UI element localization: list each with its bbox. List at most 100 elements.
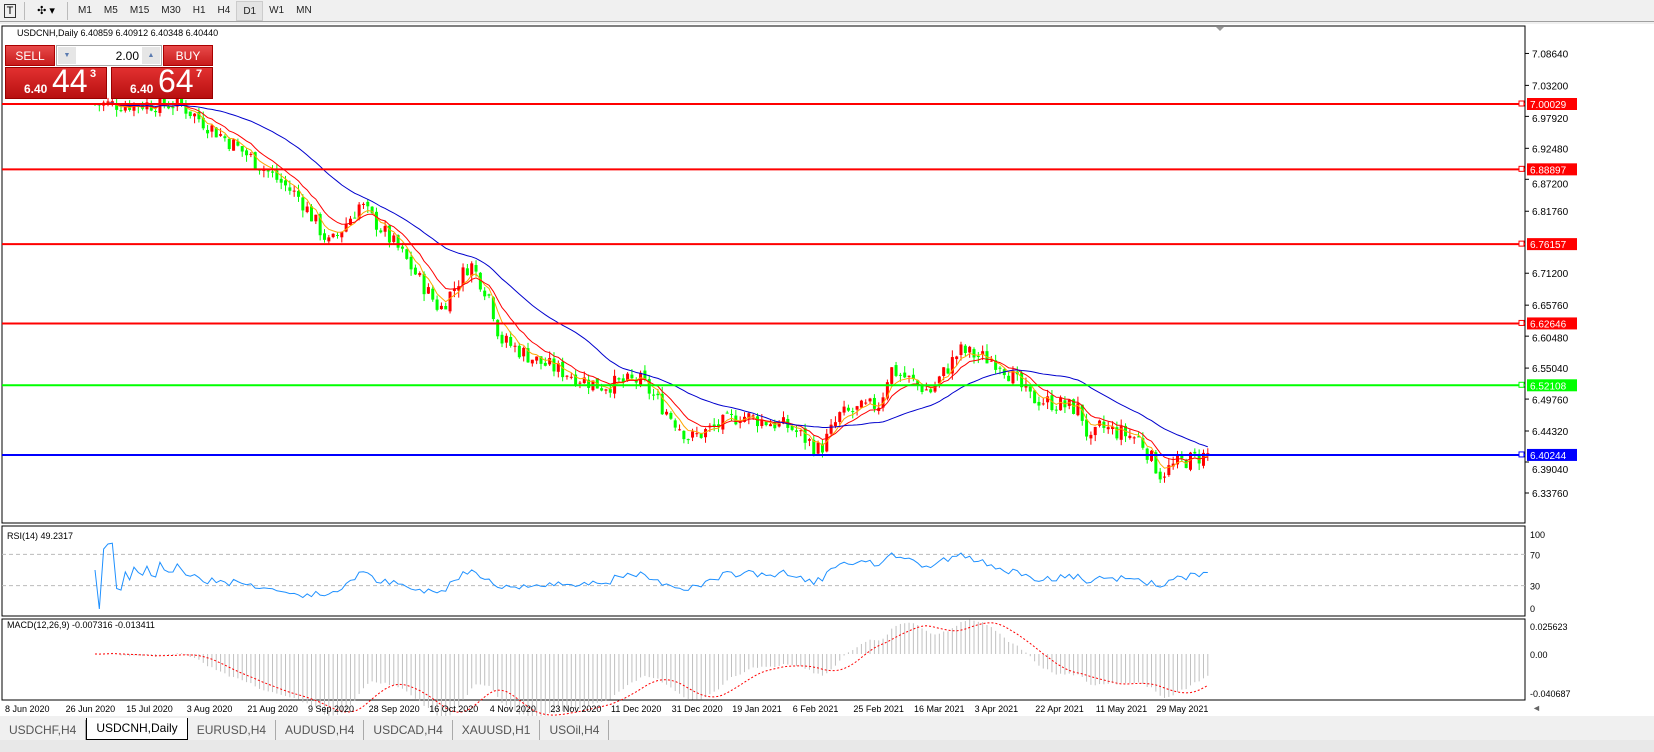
candle-body: [911, 374, 915, 379]
date-axis-label: 3 Aug 2020: [187, 704, 233, 714]
tab-usoil-h4[interactable]: USOil,H4: [540, 720, 610, 740]
timeframe-d1[interactable]: D1: [236, 0, 264, 21]
candle-body: [561, 361, 565, 378]
price-axis-label: 7.03200: [1532, 81, 1569, 92]
timeframe-m1[interactable]: M1: [78, 4, 92, 16]
candle-body: [1154, 452, 1158, 474]
chart-window[interactable]: 7.08640 7.03200 6.97920 6.92480 6.87200 6.817…: [0, 24, 1654, 716]
candle-body: [1171, 463, 1175, 467]
candle-body: [219, 134, 223, 136]
candle-body: [730, 413, 734, 415]
line-handle[interactable]: [1518, 451, 1525, 458]
timeframe-mn[interactable]: MN: [296, 4, 312, 16]
date-axis-label: 25 Feb 2021: [853, 704, 904, 714]
candle-body: [652, 394, 656, 396]
candle-body: [842, 406, 846, 413]
candle-body: [933, 385, 937, 392]
price-axis-label: 6.81760: [1532, 207, 1569, 218]
candle-body: [665, 411, 669, 415]
price-line-label: [1527, 379, 1577, 392]
candle-body: [504, 335, 508, 343]
candle-body: [310, 206, 313, 222]
lot-size-value[interactable]: 2.00: [115, 49, 139, 63]
date-axis-label: 11 May 2021: [1096, 704, 1147, 714]
macd-axis-label: -0.040687: [1530, 689, 1571, 699]
candle-body: [1093, 426, 1097, 436]
candle-body: [162, 94, 166, 106]
price-axis-label: 6.49760: [1532, 395, 1569, 406]
candle-body: [548, 358, 552, 365]
timeframe-h1[interactable]: H1: [192, 4, 206, 16]
candle-body: [1098, 420, 1102, 426]
date-axis-label: 26 Jun 2020: [66, 704, 116, 714]
candle-body: [422, 273, 426, 295]
scroll-left-icon[interactable]: ◄: [1532, 703, 1541, 713]
chart-canvas[interactable]: 7.08640 7.03200 6.97920 6.92480 6.87200 6.817…: [0, 24, 1654, 716]
tab-usdcad-h4[interactable]: USDCAD,H4: [364, 720, 453, 740]
candle-body: [1180, 454, 1184, 459]
candle-body: [1193, 451, 1197, 454]
text-tool-icon[interactable]: T: [0, 1, 20, 21]
sell-price[interactable]: 6.40 44 3: [5, 63, 107, 99]
candle-body: [833, 422, 837, 427]
lot-size-input[interactable]: ▼ 2.00 ▲: [56, 45, 162, 66]
tab-audusd-h4[interactable]: AUDUSD,H4: [276, 720, 365, 740]
line-handle[interactable]: [1518, 319, 1525, 326]
sell-button[interactable]: SELL: [5, 45, 55, 66]
candle-body: [452, 288, 456, 291]
date-axis-label: 15 Jul 2020: [126, 704, 173, 714]
tab-xauusd-h1[interactable]: XAUUSD,H1: [453, 720, 541, 740]
candle-body: [405, 249, 409, 259]
line-handle[interactable]: [1518, 165, 1525, 172]
candle-body: [1050, 395, 1054, 411]
date-axis-label: 23 Nov 2020: [550, 704, 601, 714]
candle-body: [301, 197, 305, 211]
candle-body: [725, 412, 729, 414]
line-handle[interactable]: [1518, 381, 1525, 388]
candle-body: [1141, 438, 1145, 448]
line-handle[interactable]: [1518, 100, 1525, 107]
timeframe-m5[interactable]: M5: [103, 4, 118, 16]
candle-body: [686, 439, 690, 441]
price-axis-label: 6.33760: [1532, 489, 1569, 500]
horizontal-scrollbar[interactable]: [0, 740, 1654, 752]
candle-body: [1163, 476, 1167, 478]
timeframe-m30[interactable]: M30: [161, 4, 181, 16]
candle-body: [253, 152, 257, 169]
candle-body: [314, 214, 318, 222]
candle-body: [608, 389, 612, 393]
candle-body: [496, 319, 500, 337]
candle-body: [214, 127, 218, 138]
candle-body: [942, 367, 946, 376]
timeframe-w1[interactable]: W1: [269, 4, 285, 16]
candle-body: [712, 424, 716, 427]
price-line-label: [1527, 448, 1577, 461]
price-axis-label: 6.87200: [1532, 179, 1569, 190]
candle-body: [413, 267, 417, 275]
candle-body: [431, 288, 435, 300]
candle-body: [816, 442, 820, 454]
line-handle[interactable]: [1518, 240, 1525, 247]
date-axis-label: 16 Oct 2020: [429, 704, 478, 714]
timeframe-h4[interactable]: H4: [217, 4, 231, 16]
candle-body: [773, 422, 777, 429]
candle-body: [721, 414, 725, 430]
arrows-tool-icon[interactable]: ✣ ▾: [37, 5, 55, 17]
lot-increase-icon[interactable]: ▲: [142, 47, 160, 64]
candle-body: [946, 368, 950, 374]
candle-body: [461, 267, 465, 285]
timeframe-m15[interactable]: M15: [129, 4, 150, 16]
buy-price[interactable]: 6.40 64 7: [111, 63, 213, 99]
lot-decrease-icon[interactable]: ▼: [58, 47, 76, 64]
date-axis-label: 3 Apr 2021: [975, 704, 1019, 714]
date-axis-label: 22 Apr 2021: [1035, 704, 1084, 714]
candle-body: [972, 349, 976, 358]
tab-usdchf-h4[interactable]: USDCHF,H4: [0, 720, 87, 740]
candle-body: [1037, 401, 1041, 406]
candle-body: [201, 117, 205, 129]
tab-eurusd-h4[interactable]: EURUSD,H4: [188, 720, 277, 740]
buy-button[interactable]: BUY: [163, 45, 213, 66]
chart-shift-marker[interactable]: [1216, 27, 1224, 31]
tab-usdcnh-daily[interactable]: USDCNH,Daily: [86, 718, 188, 740]
candle-body: [751, 415, 755, 417]
